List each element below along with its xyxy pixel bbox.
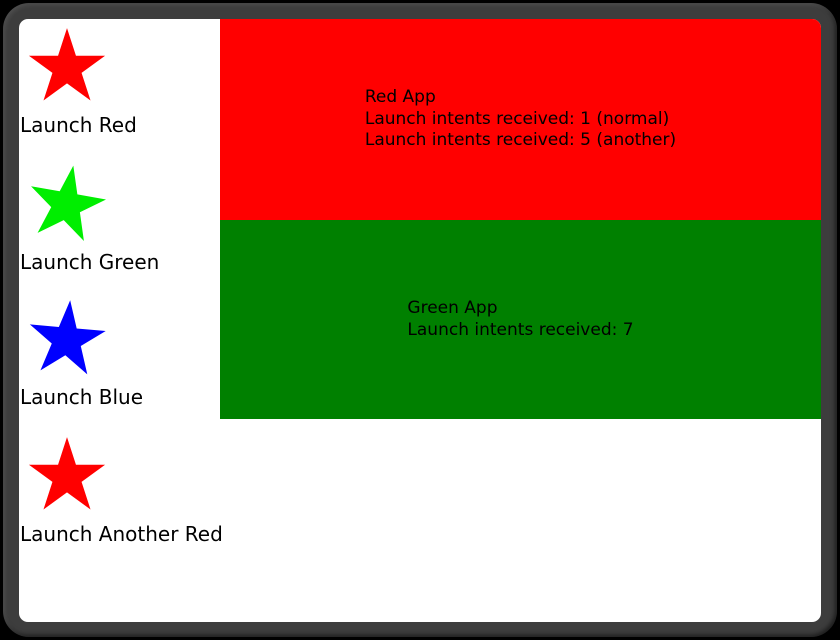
green-app-title: Green App — [407, 298, 498, 318]
green-app-text-block: Green App Launch intents received: 7 — [407, 298, 633, 341]
blue-star-icon[interactable] — [24, 297, 110, 377]
launch-green-label: Launch Green — [20, 250, 160, 274]
red-app-intents-another: Launch intents received: 5 (another) — [364, 130, 677, 151]
green-app-panel: Green App Launch intents received: 7 — [220, 220, 821, 419]
launch-another-red-label: Launch Another Red — [20, 522, 223, 546]
green-star-icon[interactable] — [21, 159, 112, 245]
red-star-icon[interactable] — [27, 437, 107, 510]
launch-blue-button[interactable]: Launch Blue — [19, 300, 220, 409]
red-star-icon[interactable] — [27, 28, 107, 101]
launch-another-red-button[interactable]: Launch Another Red — [19, 437, 223, 546]
red-app-panel: Red App Launch intents received: 1 (norm… — [220, 19, 821, 220]
launch-blue-label: Launch Blue — [20, 385, 144, 409]
app-window: Launch Red Launch Green Launch Blue Laun… — [19, 19, 821, 622]
launcher-sidebar: Launch Red Launch Green Launch Blue Laun… — [19, 19, 223, 622]
launch-red-button[interactable]: Launch Red — [19, 28, 220, 137]
launch-green-button[interactable]: Launch Green — [19, 165, 220, 274]
red-app-intents-normal: Launch intents received: 1 (normal) — [364, 108, 670, 129]
red-app-text-block: Red App Launch intents received: 1 (norm… — [365, 87, 676, 152]
launch-red-label: Launch Red — [20, 113, 137, 137]
green-app-intents: Launch intents received: 7 — [407, 319, 634, 340]
red-app-title: Red App — [364, 87, 436, 108]
